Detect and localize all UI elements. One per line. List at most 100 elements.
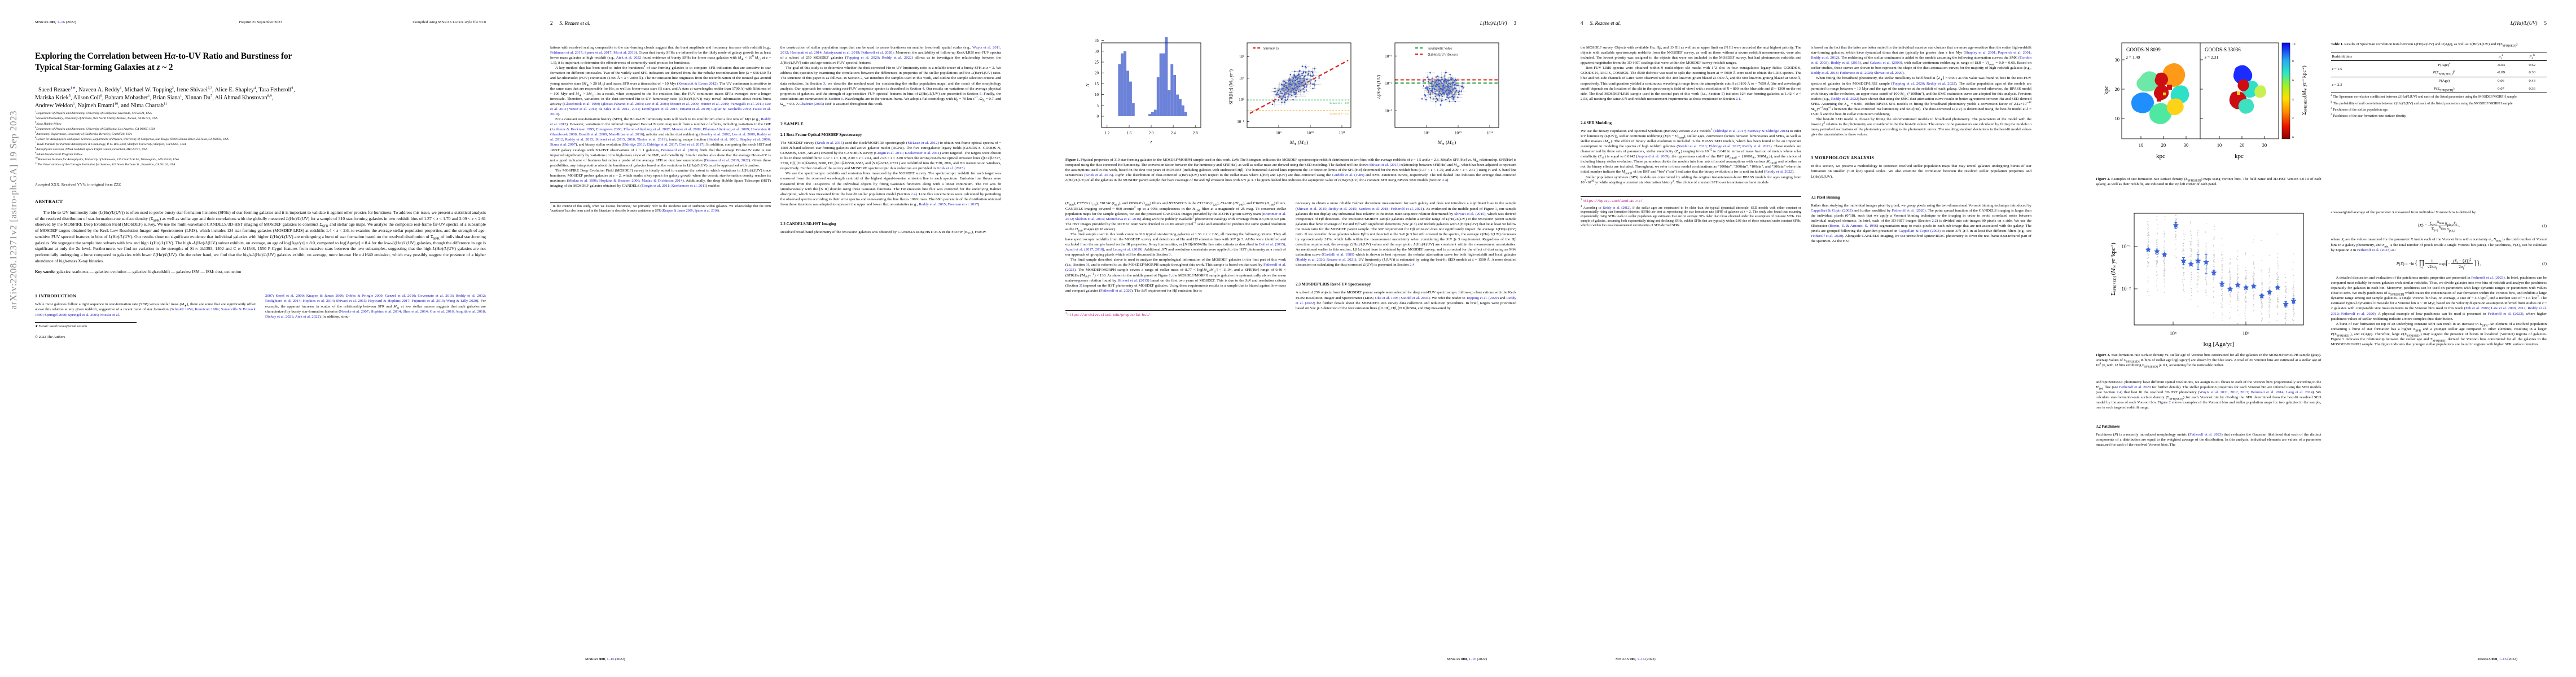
email-footnote: ★ E-mail: saeed.rezaee@email.ucr.edu <box>35 324 87 328</box>
table-1-label: Table 1. <box>2331 42 2344 46</box>
subsection-heading-2-1: 2.1 Rest-Frame Optical MOSDEF Spectrosco… <box>780 132 862 137</box>
figure-2-label: Figure 2. <box>2096 177 2110 181</box>
svg-text:0: 0 <box>1096 115 1099 119</box>
svg-text:10¹¹: 10¹¹ <box>1339 131 1345 135</box>
table-cell-rho: -0.09 <box>2497 71 2505 75</box>
affiliation-item: 4Department of Physics and Astronomy, Un… <box>35 125 155 131</box>
figure-3-ylabel: ΣSFR[SED] (M☉ yr-1kpc-2) <box>2110 243 2117 296</box>
svg-text:10: 10 <box>2292 43 2296 46</box>
table-col-pn: Pnb <box>2529 53 2535 60</box>
svg-text:10: 10 <box>2115 116 2120 121</box>
svg-text:0: 0 <box>2292 136 2294 139</box>
running-head-page4: 4 S. Rezaee et al. <box>1581 20 2031 26</box>
table-cell-pn: 0.62 <box>2529 63 2536 67</box>
affiliation-item: 8Astrophysics Division, NASA Goddard Spa… <box>35 146 148 151</box>
figure-3-xlabel: log [Age/yr] <box>2204 341 2235 348</box>
figure-2-panel-2-label: GOODS-S 33036 <box>2205 47 2241 52</box>
page5-top-columns: GOODS-N 8099 z = 1.49 GOODS-S 33036 z = … <box>2096 38 2547 191</box>
section-heading-sample: 2 SAMPLE <box>780 121 804 126</box>
table-cell-pn: 0.30 <box>2529 71 2536 75</box>
page-number: 3 <box>1513 20 1517 26</box>
figure-1-caption: Figure 1. Physical properties of 310 sta… <box>1065 158 1517 182</box>
affiliation-item: 5Astronomy Department, University of Cal… <box>35 130 132 136</box>
table-cell-pn: 0.43 <box>2529 79 2536 83</box>
abstract-heading: ABSTRACT <box>35 199 63 204</box>
page4-column-right: is based on the fact that the latter are… <box>1811 45 2031 244</box>
footnote-3-url[interactable]: https://bpass.auckland.ac.nz/ <box>1582 199 1643 203</box>
page-footer: MNRAS 000, 1–16 (2022) <box>585 657 625 661</box>
paragraph: Patchiness (P) is a recently introduced … <box>2096 432 2322 447</box>
svg-text:25: 25 <box>1095 60 1099 65</box>
figure-2-xlabel-1: kpc <box>2156 153 2165 160</box>
figure-2-colorbar-label: ΣSFR[SED](M☉ yr-1 kpc-2) <box>2301 65 2308 115</box>
table-1-caption: Table 1. Results of Spearman correlation… <box>2331 42 2518 47</box>
svg-text:⟨L(Hα)/L(UV)⟩MOSDEF: ⟨L(Hα)/L(UV)⟩MOSDEF <box>1428 53 1459 57</box>
figure-1-middle-scatter: 10⁻¹ 10⁰ 10¹ 10² 10⁹ 1 <box>1228 42 1351 146</box>
page-1: arXiv:2208.12371v2 [astro-ph.GA] 19 Sep … <box>0 0 515 677</box>
svg-text:10: 10 <box>1095 93 1099 97</box>
footnote-rule <box>35 322 137 323</box>
svg-text:20: 20 <box>2240 142 2245 148</box>
svg-text:20: 20 <box>2115 86 2120 92</box>
svg-text:10⁻¹: 10⁻¹ <box>1385 54 1392 59</box>
page2-column-right: the construction of stellar population m… <box>780 45 1001 235</box>
paragraph: When fitting the broadband photometry, t… <box>1811 76 2032 117</box>
section-heading-introduction: 1 INTRODUCTION <box>35 293 77 299</box>
page-5: L(Hα)/L(UV) 5 GOODS-N 8099 z = 1.49 <box>2061 0 2576 677</box>
running-title: L(Hα)/L(UV) <box>2510 20 2538 26</box>
preprint-date: Preprint 21 September 2023 <box>239 20 282 24</box>
paragraph: Rest-FUV LRIS spectra were obtained with… <box>1581 66 1802 101</box>
figure-2-ylabel: kpc <box>2103 86 2110 95</box>
svg-text:N: N <box>1085 83 1090 87</box>
page-number: 2 <box>550 20 553 26</box>
table-col-redshift-bins: Redshift bins <box>2332 54 2352 59</box>
keywords-value: galaxies: starbursts — galaxies: evoluti… <box>56 269 242 275</box>
page5-column-left-bottom: 10⁻² 10⁻¹ 10⁸ 10⁹ log [Age/yr] ΣSFR[SED]… <box>2096 210 2322 447</box>
paragraph: 2007; Kereš et al. 2009; Knapen & James … <box>265 294 486 319</box>
table-note-b: b The probability of null correlation be… <box>2331 100 2514 105</box>
svg-text:SFR[Hα] (M☉ yr-1): SFR[Hα] (M☉ yr-1) <box>1228 69 1235 105</box>
paragraph: A subset of 259 objects from the MOSDEF … <box>1296 291 1517 310</box>
affiliation-item: 2Steward Observatory, University of Ariz… <box>35 115 157 121</box>
page3-column-right: necessary to obtain a more reliable Balm… <box>1296 201 1516 318</box>
svg-text:10⁻²: 10⁻² <box>2122 286 2131 292</box>
footnote-2-url[interactable]: https://archive.stsci.edu/prepds/3d-hst/ <box>1067 313 1151 317</box>
page2-column-left: lations with resolved scaling comparable… <box>550 45 771 235</box>
paragraph: lations with resolved scaling comparable… <box>550 46 771 65</box>
figure-1-right-scatter: 10⁻³ 10⁻² 10⁻¹ 10⁹ 10¹⁰ 10¹¹ <box>1376 42 1499 146</box>
paragraph: For a constant star-formation history (S… <box>550 117 771 168</box>
page-footer: MNRAS 000, 1–16 (2022) <box>2477 657 2517 661</box>
table-cell-bin: z ~ 2.3 <box>2332 83 2342 87</box>
subsection-heading-3-1: 3.1 Pixel Binning <box>1811 195 1840 200</box>
svg-text:30: 30 <box>1095 49 1099 54</box>
footnote-1: 1 In the context of this study, when we … <box>550 204 771 213</box>
svg-text:10⁻³: 10⁻³ <box>1385 109 1392 113</box>
affiliation-item: 9NASA Postdoctoral Program Fellow <box>35 151 83 156</box>
svg-text:10⁹: 10⁹ <box>2243 331 2249 336</box>
footnote-rule <box>550 202 771 203</box>
figure-2-panel-2-redshift: z = 2.31 <box>2204 55 2219 60</box>
svg-text:1.2: 1.2 <box>1104 131 1109 135</box>
svg-text:35: 35 <box>1095 38 1099 43</box>
paragraph: where Xi are the values measured for the… <box>2331 238 2547 252</box>
footnote-rule <box>1065 310 1286 311</box>
paragraph: The final sample described above is used… <box>1065 258 1286 293</box>
svg-text:6: 6 <box>2292 79 2294 82</box>
svg-text:10⁸: 10⁸ <box>2170 331 2176 336</box>
figure-2: GOODS-N 8099 z = 1.49 GOODS-S 33036 z = … <box>2096 38 2322 187</box>
paragraph: area-weighted average of the parameter X… <box>2331 210 2476 215</box>
table-note-a: a The Spearman correlation coefficient b… <box>2331 94 2518 99</box>
svg-text:10⁻¹: 10⁻¹ <box>2122 244 2131 249</box>
svg-text:M∗ (M☉): M∗ (M☉) <box>1437 139 1456 146</box>
page1-body-columns: 1 INTRODUCTION While most galaxies follo… <box>35 293 486 342</box>
page2-body-columns: lations with resolved scaling comparable… <box>550 45 1001 235</box>
svg-text:Asymptotic Value: Asymptotic Value <box>1428 47 1452 51</box>
table-row: P(ΣSFR[SED]) 0.07 0.36 <box>2331 85 2547 93</box>
paragraph: the MOSDEF survey. Objects with availabl… <box>1581 46 1802 65</box>
svg-text:30: 30 <box>2262 142 2267 148</box>
svg-text:30: 30 <box>2115 57 2120 63</box>
svg-text:1.6: 1.6 <box>1126 131 1131 135</box>
affiliation-item: 10Minnesota Institute for Astrophysics, … <box>35 156 179 161</box>
svg-text:2.4: 2.4 <box>1170 131 1175 135</box>
table-col-param <box>2404 52 2485 61</box>
